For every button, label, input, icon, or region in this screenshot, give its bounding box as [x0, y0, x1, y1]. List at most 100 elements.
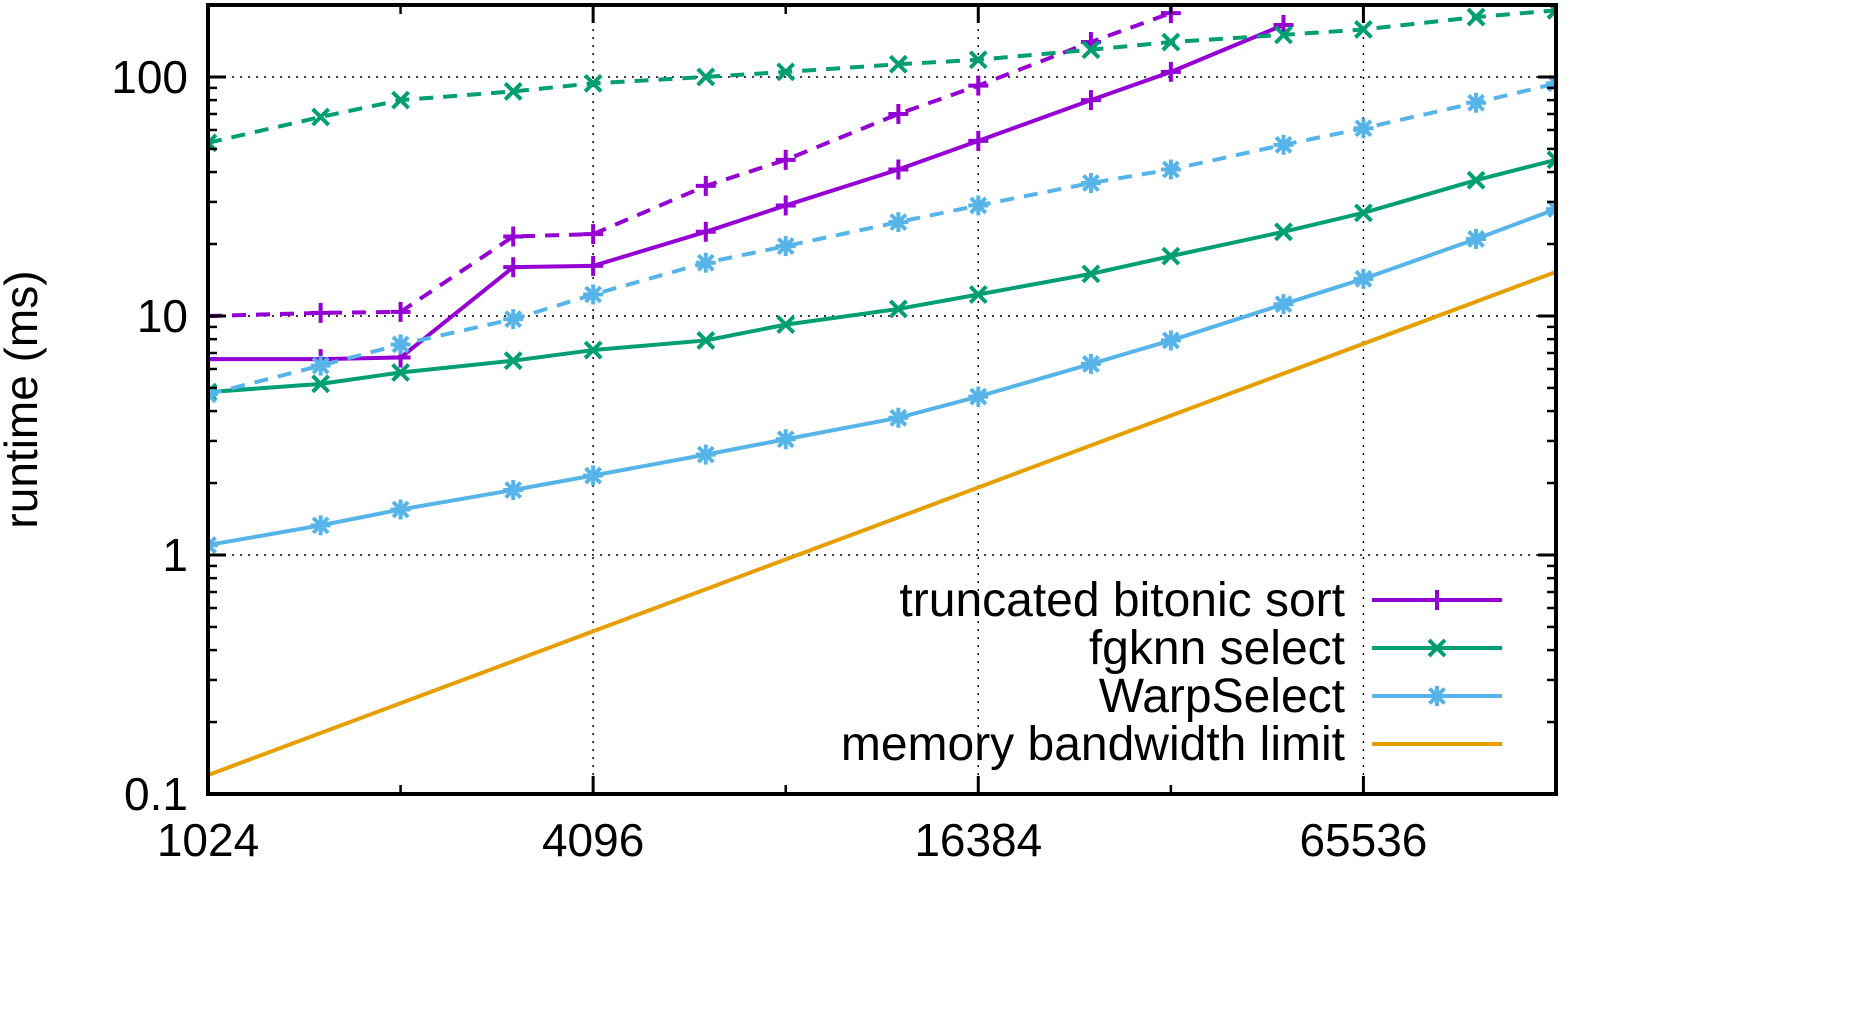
series-layer — [208, 5, 1556, 777]
legend-entry: memory bandwidth limit — [841, 718, 1502, 771]
data-point — [1466, 170, 1486, 190]
data-point — [1353, 118, 1374, 139]
x-tick-label: 4096 — [542, 814, 644, 866]
data-point — [888, 212, 909, 233]
data-point — [503, 81, 523, 101]
data-point — [583, 465, 604, 486]
data-point — [968, 386, 989, 407]
data-point — [1160, 330, 1181, 351]
data-point — [776, 315, 796, 335]
series-line — [208, 81, 1556, 397]
data-point — [503, 309, 524, 330]
data-point — [968, 75, 989, 96]
data-point — [583, 340, 603, 360]
data-point — [1081, 264, 1101, 284]
data-point — [1080, 353, 1101, 374]
data-point — [695, 252, 716, 273]
data-point — [1273, 14, 1294, 35]
data-point — [1273, 294, 1294, 315]
data-point — [1161, 246, 1181, 266]
data-point — [391, 363, 410, 382]
series-warpselect — [208, 199, 1556, 556]
data-point — [1466, 7, 1486, 27]
data-point — [208, 349, 218, 370]
series-fgknn-select — [208, 150, 1556, 402]
data-point — [695, 444, 716, 465]
series-unlabeled-dashed — [208, 5, 1181, 326]
data-point — [1427, 590, 1447, 610]
data-point — [583, 73, 603, 93]
data-point — [1274, 25, 1293, 45]
data-point — [390, 334, 411, 355]
y-tick-label: 100 — [111, 51, 188, 103]
series-line — [208, 23, 1285, 362]
series-truncated-bitonic-sort — [208, 14, 1294, 370]
data-point — [775, 149, 796, 170]
data-point — [1080, 90, 1101, 111]
data-point — [1354, 20, 1373, 39]
legend-label: truncated bitonic sort — [899, 574, 1345, 627]
data-point — [1466, 92, 1487, 113]
data-point — [968, 195, 989, 216]
data-point — [583, 255, 604, 276]
data-point — [1161, 32, 1181, 52]
data-point — [776, 62, 796, 82]
data-point — [208, 384, 218, 405]
data-point — [310, 302, 331, 323]
data-point — [968, 130, 989, 151]
data-point — [888, 103, 909, 124]
data-point — [1080, 173, 1101, 194]
data-point — [775, 195, 796, 216]
data-point — [695, 221, 716, 242]
data-point — [311, 374, 331, 394]
y-tick-label: 1 — [162, 529, 188, 581]
data-point — [1160, 159, 1181, 180]
data-point — [1274, 222, 1293, 242]
data-point — [583, 224, 604, 245]
data-point — [968, 50, 988, 70]
x-tick-label: 16384 — [914, 814, 1042, 866]
series-line — [208, 207, 1556, 548]
data-point — [208, 535, 218, 556]
data-point — [968, 285, 988, 304]
data-point — [1427, 686, 1447, 706]
legend-entry: WarpSelect — [1099, 670, 1502, 723]
y-axis-label: runtime (ms) — [0, 270, 47, 528]
data-point — [1546, 5, 1556, 20]
data-point — [775, 236, 796, 257]
legend-label: memory bandwidth limit — [841, 718, 1345, 771]
data-point — [310, 355, 331, 376]
data-point — [503, 480, 524, 501]
data-point — [775, 429, 796, 450]
data-point — [390, 301, 411, 322]
series-line — [208, 269, 1556, 777]
data-point — [391, 90, 410, 110]
data-point — [1427, 638, 1447, 658]
data-point — [1466, 228, 1487, 249]
data-point — [583, 284, 604, 305]
data-point — [696, 331, 716, 350]
plot-frame — [206, 3, 1558, 796]
data-point — [1353, 268, 1374, 289]
data-point — [888, 159, 909, 180]
data-point — [390, 499, 411, 520]
series-memory-bandwidth-limit — [208, 269, 1556, 777]
series-unlabeled-dashed — [208, 73, 1556, 405]
legend-entry: truncated bitonic sort — [899, 574, 1502, 627]
y-tick-label: 0.1 — [124, 768, 188, 820]
series-line — [208, 11, 1172, 318]
data-point — [311, 107, 331, 127]
data-point — [1546, 199, 1556, 220]
data-point — [695, 175, 716, 196]
legend-label: WarpSelect — [1099, 670, 1345, 723]
data-point — [888, 54, 908, 74]
data-point — [888, 407, 909, 428]
legend-label: fgknn select — [1089, 622, 1345, 675]
data-point — [1273, 134, 1294, 155]
grid — [207, 5, 1556, 795]
x-tick-label: 65536 — [1299, 814, 1427, 866]
data-point — [696, 67, 716, 87]
data-point — [503, 257, 524, 278]
